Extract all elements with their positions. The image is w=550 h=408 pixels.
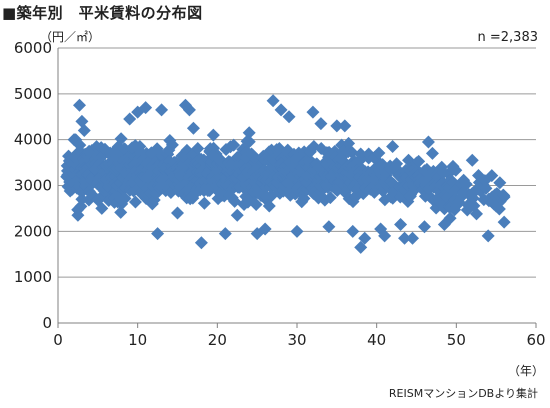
data-point-32	[421, 135, 435, 149]
data-point-0	[73, 98, 87, 112]
data-point-17	[266, 94, 280, 108]
data-point-cluster-924	[345, 146, 359, 160]
x-tick-30: 30	[287, 331, 306, 349]
data-point-24	[354, 240, 368, 254]
y-tick-labels: 0 1000 2000 3000 4000 5000 6000	[14, 39, 52, 332]
y-tick-0: 0	[42, 314, 52, 332]
y-tick-6000: 6000	[14, 39, 52, 57]
data-point-20	[306, 105, 320, 119]
data-point-cluster-951	[353, 153, 367, 167]
data-point-cluster-1154	[492, 202, 506, 216]
data-point-cluster-441	[197, 196, 211, 210]
data-point-53	[290, 224, 304, 238]
data-point-23	[338, 119, 352, 133]
y-axis-unit: （円／㎡）	[40, 30, 101, 44]
data-point-14	[218, 227, 232, 241]
data-points	[60, 94, 511, 254]
data-point-33	[425, 146, 439, 160]
x-tick-20: 20	[208, 331, 227, 349]
data-point-18	[274, 103, 288, 117]
data-point-44	[497, 215, 511, 229]
data-point-cluster-651	[262, 199, 276, 213]
data-point-13	[194, 236, 208, 250]
data-point-2	[77, 124, 91, 137]
sample-count: n =2,383	[477, 30, 538, 45]
data-point-cluster-1123	[449, 163, 463, 177]
data-point-22	[330, 119, 344, 133]
data-point-cluster-984	[372, 146, 386, 160]
data-point-cluster-1145	[479, 181, 493, 195]
chart-title: ■築年別 平米賃料の分布図	[2, 4, 203, 22]
x-tick-10: 10	[128, 331, 147, 349]
data-point-8	[155, 103, 169, 117]
data-point-cluster-50	[74, 199, 88, 213]
axes	[57, 48, 537, 328]
data-point-57	[171, 206, 184, 220]
data-point-11	[151, 227, 165, 241]
data-point-cluster-175	[114, 205, 128, 219]
data-point-cluster-1155	[493, 176, 507, 190]
data-point-10	[182, 103, 196, 117]
x-tick-0: 0	[53, 331, 63, 349]
data-point-cluster-177	[114, 132, 128, 146]
data-point-39	[481, 229, 495, 243]
data-point-50	[346, 224, 360, 238]
data-point-cluster-541	[227, 138, 241, 152]
data-point-37	[465, 153, 479, 167]
source-note: REISMマンションDBより集計	[388, 387, 538, 400]
data-point-cluster-1157	[496, 188, 510, 202]
data-point-45	[398, 231, 412, 245]
x-tick-50: 50	[447, 331, 466, 349]
y-tick-3000: 3000	[14, 177, 52, 195]
data-point-55	[258, 222, 272, 236]
data-point-47	[378, 229, 392, 243]
data-point-cluster-1103	[436, 166, 450, 180]
x-tick-60: 60	[526, 331, 545, 349]
data-point-12	[186, 121, 200, 135]
data-point-cluster-219	[128, 195, 142, 209]
data-point-cluster-613	[249, 198, 263, 212]
y-tick-1000: 1000	[14, 268, 52, 286]
data-point-28	[386, 140, 400, 154]
x-tick-labels: 0 10 20 30 40 50 60	[53, 331, 545, 349]
data-point-19	[282, 110, 296, 124]
data-point-cluster-191	[118, 191, 132, 205]
x-tick-40: 40	[367, 331, 386, 349]
data-point-cluster-1148	[485, 169, 499, 183]
data-point-21	[314, 117, 328, 131]
data-point-cluster-587	[242, 135, 256, 149]
data-point-56	[230, 208, 244, 222]
data-point-1	[75, 114, 89, 128]
data-point-cluster-1130	[459, 177, 473, 191]
y-tick-5000: 5000	[14, 85, 52, 103]
data-point-cluster-342	[165, 138, 179, 152]
data-point-cluster-850	[323, 191, 337, 205]
y-tick-4000: 4000	[14, 131, 52, 149]
data-point-48	[417, 220, 431, 234]
data-point-29	[394, 217, 408, 231]
data-point-46	[406, 231, 420, 245]
data-point-52	[322, 220, 336, 234]
data-point-cluster-1110	[443, 211, 457, 225]
x-axis-unit: （年）	[507, 364, 544, 378]
data-point-15	[206, 128, 220, 142]
y-tick-2000: 2000	[14, 222, 52, 240]
data-point-7	[139, 101, 153, 115]
data-point-cluster-423	[191, 142, 205, 156]
data-point-cluster-1139	[470, 207, 484, 221]
data-point-cluster-1057	[412, 154, 426, 168]
data-point-51	[358, 231, 372, 245]
data-point-5	[123, 112, 137, 126]
